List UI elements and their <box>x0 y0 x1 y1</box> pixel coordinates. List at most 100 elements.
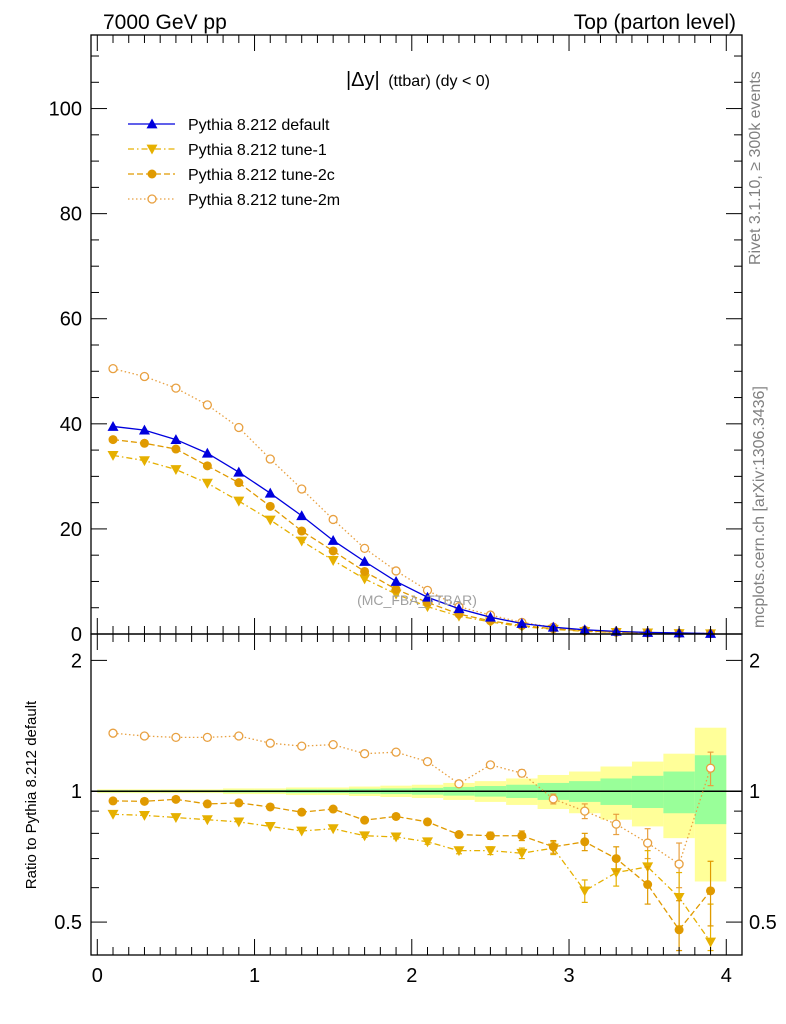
main-point-s2-2 <box>171 444 181 454</box>
ratio-point-s2-1 <box>139 796 149 806</box>
ratio-y-tick-label-right: 2 <box>749 650 760 672</box>
source-label: mcplots.cern.ch [arXiv:1306.3436] <box>751 386 768 628</box>
legend-marker-2 <box>147 169 157 179</box>
ratio-point-s2-0 <box>108 796 118 806</box>
ratio-y-tick-label-left: 0.5 <box>54 912 82 934</box>
main-y-tick-label: 0 <box>71 624 82 646</box>
x-tick-label: 2 <box>406 965 417 987</box>
main-point-s1-1 <box>138 456 150 467</box>
ratio-y-tick-label-left: 1 <box>71 781 82 803</box>
x-tick-label: 3 <box>563 965 574 987</box>
legend-marker-1 <box>146 144 158 155</box>
main-point-s0-0 <box>107 420 119 431</box>
ratio-point-s2-12 <box>485 831 495 841</box>
ratio-point-s3-7 <box>328 739 338 750</box>
ratio-point-s2-9 <box>391 811 401 821</box>
ratio-point-s3-9 <box>391 747 401 757</box>
ratio-point-s1-9 <box>390 832 402 843</box>
main-point-s2-6 <box>297 526 307 536</box>
ratio-point-s2-15 <box>580 837 590 847</box>
ratio-point-s3-8 <box>359 749 370 759</box>
main-point-s2-5 <box>265 501 275 511</box>
ratio-point-s1-4 <box>233 817 245 828</box>
ratio-point-s1-13 <box>516 848 528 859</box>
main-point-s0-5 <box>264 487 276 498</box>
ratio-y-tick-label-left: 2 <box>71 650 82 672</box>
main-point-s2-7 <box>328 546 338 556</box>
ratio-point-s2-13 <box>517 831 527 841</box>
ratio-point-s1-12 <box>484 846 496 857</box>
ratio-point-s3-17 <box>643 838 653 848</box>
main-series-line-2 <box>112 438 711 635</box>
ratio-point-s3-14 <box>548 794 558 804</box>
main-point-s0-8 <box>359 555 371 566</box>
ratio-y-tick-label-right: 0.5 <box>749 912 777 934</box>
ratio-point-s2-17 <box>643 880 653 890</box>
main-series-line-0 <box>112 425 711 635</box>
ratio-point-s1-10 <box>422 837 434 848</box>
ratio-point-s3-10 <box>422 756 433 767</box>
legend-label-3: Pythia 8.212 tune-2m <box>188 192 340 209</box>
ratio-point-s2-2 <box>171 794 181 804</box>
legend-label-2: Pythia 8.212 tune-2c <box>188 167 335 184</box>
main-point-s1-8 <box>359 574 371 585</box>
main-point-s2-1 <box>139 438 149 448</box>
ratio-point-s2-6 <box>297 807 307 817</box>
main-point-s0-7 <box>327 534 339 545</box>
legend-label-1: Pythia 8.212 tune-1 <box>188 142 327 159</box>
ratio-point-s3-12 <box>485 760 496 770</box>
main-series-line-1 <box>112 454 711 635</box>
title-variable: |Δy| <box>346 69 380 91</box>
ratio-point-s2-5 <box>265 802 275 812</box>
ratio-point-s3-18 <box>674 859 684 869</box>
main-point-s1-7 <box>327 556 339 566</box>
main-point-s3-4 <box>234 422 244 433</box>
main-point-s1-0 <box>107 450 119 461</box>
ratio-series-line-3 <box>112 732 712 866</box>
ratio-point-s2-8 <box>360 815 370 825</box>
rivet-version-label: Rivet 3.1.10, ≥ 300k events <box>747 71 764 265</box>
main-point-s0-13 <box>516 617 528 628</box>
main-y-tick-label: 80 <box>60 204 82 226</box>
ratio-point-s3-4 <box>234 731 244 741</box>
main-point-s3-6 <box>297 484 307 494</box>
main-point-s2-0 <box>108 435 118 445</box>
ratio-point-s2-7 <box>328 804 338 814</box>
ratio-point-s1-7 <box>327 824 339 835</box>
main-point-s1-6 <box>296 536 308 547</box>
main-point-s3-0 <box>108 364 118 374</box>
main-point-s2-9 <box>391 584 401 594</box>
legend-marker-0 <box>146 118 158 129</box>
main-point-s1-3 <box>201 478 213 489</box>
main-point-s0-4 <box>233 466 245 477</box>
header-left: 7000 GeV pp <box>103 11 227 34</box>
ratio-point-s1-15 <box>579 886 591 897</box>
ratio-point-s2-3 <box>202 799 212 809</box>
ratio-point-s3-16 <box>611 819 621 829</box>
ratio-point-s1-8 <box>359 831 371 842</box>
ratio-point-s3-19 <box>705 763 716 773</box>
ratio-point-s2-4 <box>234 798 244 808</box>
main-point-s0-2 <box>170 434 182 444</box>
x-tick-label: 0 <box>92 965 103 987</box>
main-point-s0-6 <box>296 510 308 521</box>
watermark: (MC_FBA_TTBAR) <box>357 592 477 608</box>
legend: Pythia 8.212 default Pythia 8.212 tune-1 P… <box>128 117 340 209</box>
ratio-point-s3-15 <box>580 806 590 816</box>
ratio-point-s3-11 <box>454 779 464 789</box>
ratio-y-tick-label-right: 1 <box>749 781 760 803</box>
ratio-point-s2-19 <box>706 886 716 896</box>
ratio-point-s1-5 <box>264 822 276 832</box>
main-point-s0-3 <box>201 447 213 458</box>
main-point-s3-2 <box>171 383 181 393</box>
ratio-point-s3-5 <box>265 738 275 748</box>
main-point-s3-9 <box>391 566 401 576</box>
main-point-s2-8 <box>360 566 370 576</box>
main-y-tick-label: 60 <box>60 309 82 331</box>
x-tick-label: 1 <box>249 965 260 987</box>
ratio-point-s3-6 <box>297 741 307 751</box>
ratio-point-s2-14 <box>548 842 558 852</box>
main-point-s1-2 <box>170 465 182 476</box>
main-plot-area <box>107 364 717 640</box>
